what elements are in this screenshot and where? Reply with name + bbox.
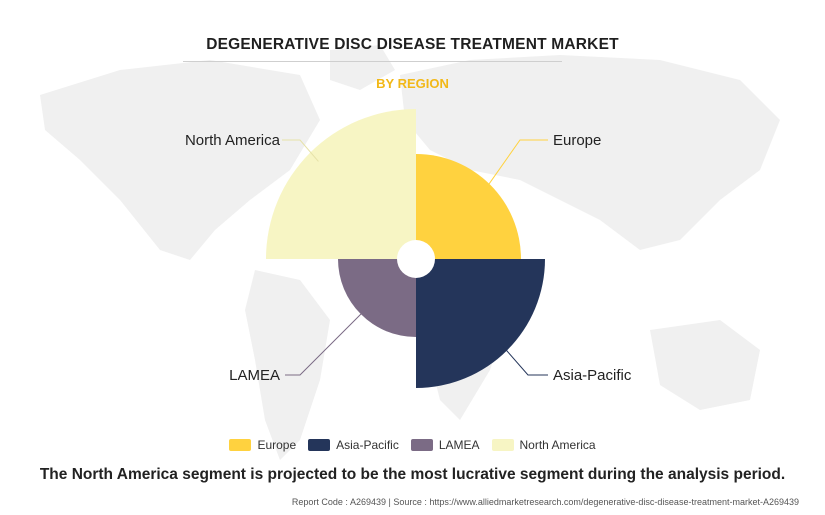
slice-label-lamea: LAMEA	[229, 367, 280, 384]
chart-title: DEGENERATIVE DISC DISEASE TREATMENT MARK…	[206, 36, 619, 53]
legend-label-asia-pacific: Asia-Pacific	[336, 438, 399, 452]
slice-lamea	[338, 259, 416, 337]
slice-label-europe: Europe	[553, 132, 601, 149]
slice-europe	[416, 154, 521, 259]
slice-label-asia-pacific: Asia-Pacific	[553, 367, 632, 384]
legend-item-lamea: LAMEA	[410, 438, 480, 452]
center-hole	[397, 240, 435, 278]
leader-line-asia-pacific	[499, 342, 548, 376]
legend-item-north-america: North America	[491, 438, 596, 452]
leader-line-north-america	[282, 139, 319, 162]
legend-label-europe: Europe	[257, 438, 297, 452]
title-divider	[183, 61, 562, 62]
report-source: Report Code : A269439 | Source : https:/…	[291, 497, 799, 507]
legend-swatch-europe	[229, 439, 252, 451]
slice-asia-pacific	[416, 259, 545, 388]
chart-legend: Europe Asia-Pacific LAMEA North America	[0, 438, 825, 452]
legend-swatch-asia-pacific	[308, 439, 331, 451]
legend-swatch-north-america	[491, 439, 514, 451]
leader-line-europe	[483, 139, 548, 191]
legend-label-north-america: North America	[519, 438, 596, 452]
legend-item-europe: Europe	[229, 438, 296, 452]
chart-subtitle: BY REGION	[376, 76, 449, 91]
slice-label-north-america: North America	[185, 132, 281, 149]
slice-north-america	[266, 109, 416, 259]
leader-line-lamea	[285, 309, 366, 376]
legend-swatch-lamea	[410, 439, 433, 451]
legend-item-asia-pacific: Asia-Pacific	[308, 438, 399, 452]
legend-label-lamea: LAMEA	[438, 438, 480, 452]
summary-statement: The North America segment is projected t…	[39, 466, 786, 483]
